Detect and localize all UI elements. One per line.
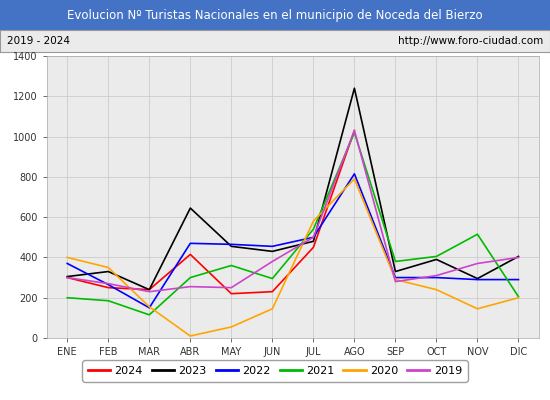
Text: Evolucion Nº Turistas Nacionales en el municipio de Noceda del Bierzo: Evolucion Nº Turistas Nacionales en el m… bbox=[67, 8, 483, 22]
Legend: 2024, 2023, 2022, 2021, 2020, 2019: 2024, 2023, 2022, 2021, 2020, 2019 bbox=[82, 360, 468, 382]
Text: http://www.foro-ciudad.com: http://www.foro-ciudad.com bbox=[398, 36, 543, 46]
Text: 2019 - 2024: 2019 - 2024 bbox=[7, 36, 70, 46]
